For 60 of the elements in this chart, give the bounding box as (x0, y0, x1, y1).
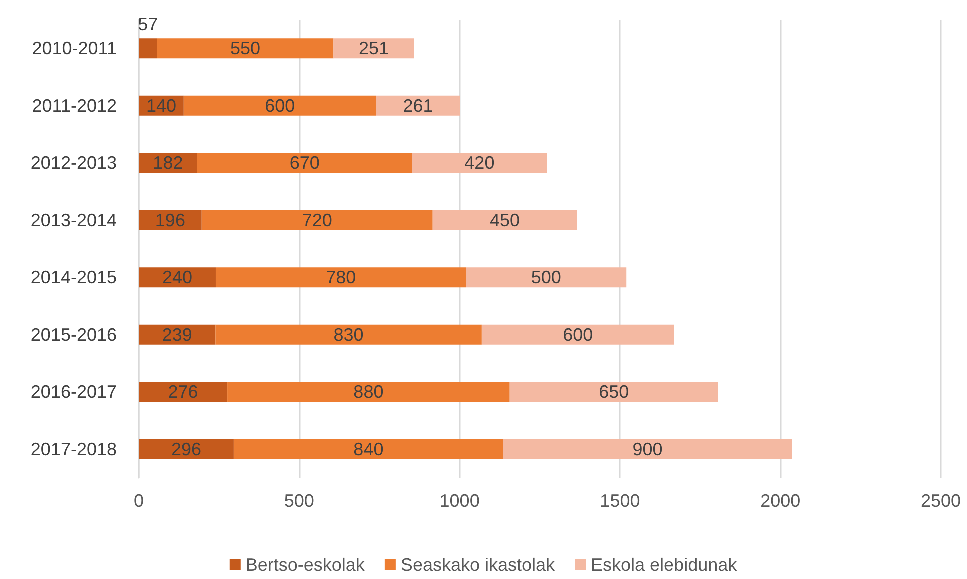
data-label: 830 (334, 324, 364, 345)
data-label: 251 (358, 38, 390, 59)
data-label: 420 (464, 153, 495, 174)
data-label: 720 (302, 210, 332, 230)
bar (202, 210, 433, 230)
data-label: 261 (403, 96, 434, 116)
bar (139, 382, 228, 402)
data-label: 182 (153, 153, 184, 174)
bar (139, 439, 234, 460)
data-label: 550 (230, 38, 261, 59)
data-label: 140 (146, 96, 176, 116)
y-tick-label: 2017-2018 (30, 439, 117, 460)
data-label: 650 (599, 382, 630, 402)
y-tick-label: 2010-2011 (32, 38, 117, 59)
y-tick-label: 2015-2016 (30, 324, 117, 345)
bar (412, 153, 548, 174)
bar (234, 439, 504, 460)
bar (197, 153, 412, 174)
x-tick-label: 500 (284, 491, 314, 511)
bar (503, 439, 792, 460)
data-label: 880 (354, 382, 384, 402)
data-label: 450 (490, 210, 520, 230)
x-tick-label: 1500 (600, 491, 640, 511)
data-label: 900 (632, 439, 663, 460)
data-label: 196 (155, 210, 186, 230)
data-label: 276 (168, 382, 198, 402)
y-tick-label: 2013-2014 (30, 210, 117, 230)
legend-label: Seaskako ikastolak (400, 555, 556, 575)
data-label: 57 (138, 14, 158, 35)
bar (184, 96, 376, 116)
data-label: 780 (326, 268, 356, 288)
data-label: 296 (171, 439, 202, 460)
x-tick-label: 0 (134, 491, 144, 511)
bar (334, 38, 414, 59)
bar (216, 324, 482, 345)
x-tick-label: 2000 (760, 491, 801, 511)
legend-label: Eskola elebidunak (591, 555, 738, 575)
bar (482, 324, 674, 345)
data-label: 500 (531, 268, 562, 288)
y-tick-label: 2011-2012 (32, 96, 117, 116)
bar (216, 268, 466, 288)
data-label: 239 (162, 324, 192, 345)
bar (376, 96, 460, 116)
bar (157, 38, 334, 59)
y-tick-label: 2014-2015 (30, 268, 117, 288)
y-tick-label: 2012-2013 (30, 153, 117, 174)
legend-label: Bertso-eskolak (246, 555, 366, 575)
data-label: 600 (563, 324, 594, 345)
bar (466, 268, 627, 288)
bar (139, 38, 158, 59)
bar (510, 382, 718, 402)
data-label: 600 (265, 96, 296, 116)
x-tick-label: 2500 (920, 491, 962, 511)
bar (432, 210, 578, 230)
bar (228, 382, 510, 402)
data-label: 840 (354, 439, 384, 460)
x-tick-label: 1000 (440, 491, 480, 511)
y-tick-label: 2016-2017 (30, 382, 117, 402)
data-label: 670 (290, 153, 320, 174)
data-label: 240 (162, 268, 193, 288)
